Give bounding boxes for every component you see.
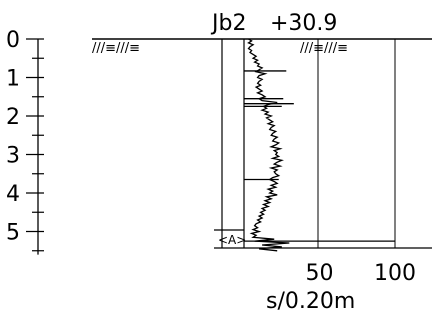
elevation-label: +30.9 [270,11,337,36]
depth-axis: 0 1 2 3 4 5 [6,28,44,255]
chart-title: Jb2 [210,11,246,36]
series-line [247,38,290,252]
x-tick-label: 50 [306,261,334,286]
ground-symbol-left: ///≡///≡ [92,41,140,56]
x-tick-label: 100 [374,261,416,286]
spike-group [244,70,395,242]
x-axis-ticks: 50 100 [306,261,417,286]
depth-tick-label: 4 [6,182,20,207]
x-axis-label: s/0.20m [266,289,355,314]
depth-tick-label: 2 [6,105,20,130]
depth-tick-label: 3 [6,144,20,169]
depth-tick-label: 1 [6,67,20,92]
ground-symbol-right: ///≡///≡ [300,41,348,56]
depth-tick-label: 5 [6,221,20,246]
end-marker: <A> [218,233,246,247]
depth-tick-label: 0 [6,28,20,53]
